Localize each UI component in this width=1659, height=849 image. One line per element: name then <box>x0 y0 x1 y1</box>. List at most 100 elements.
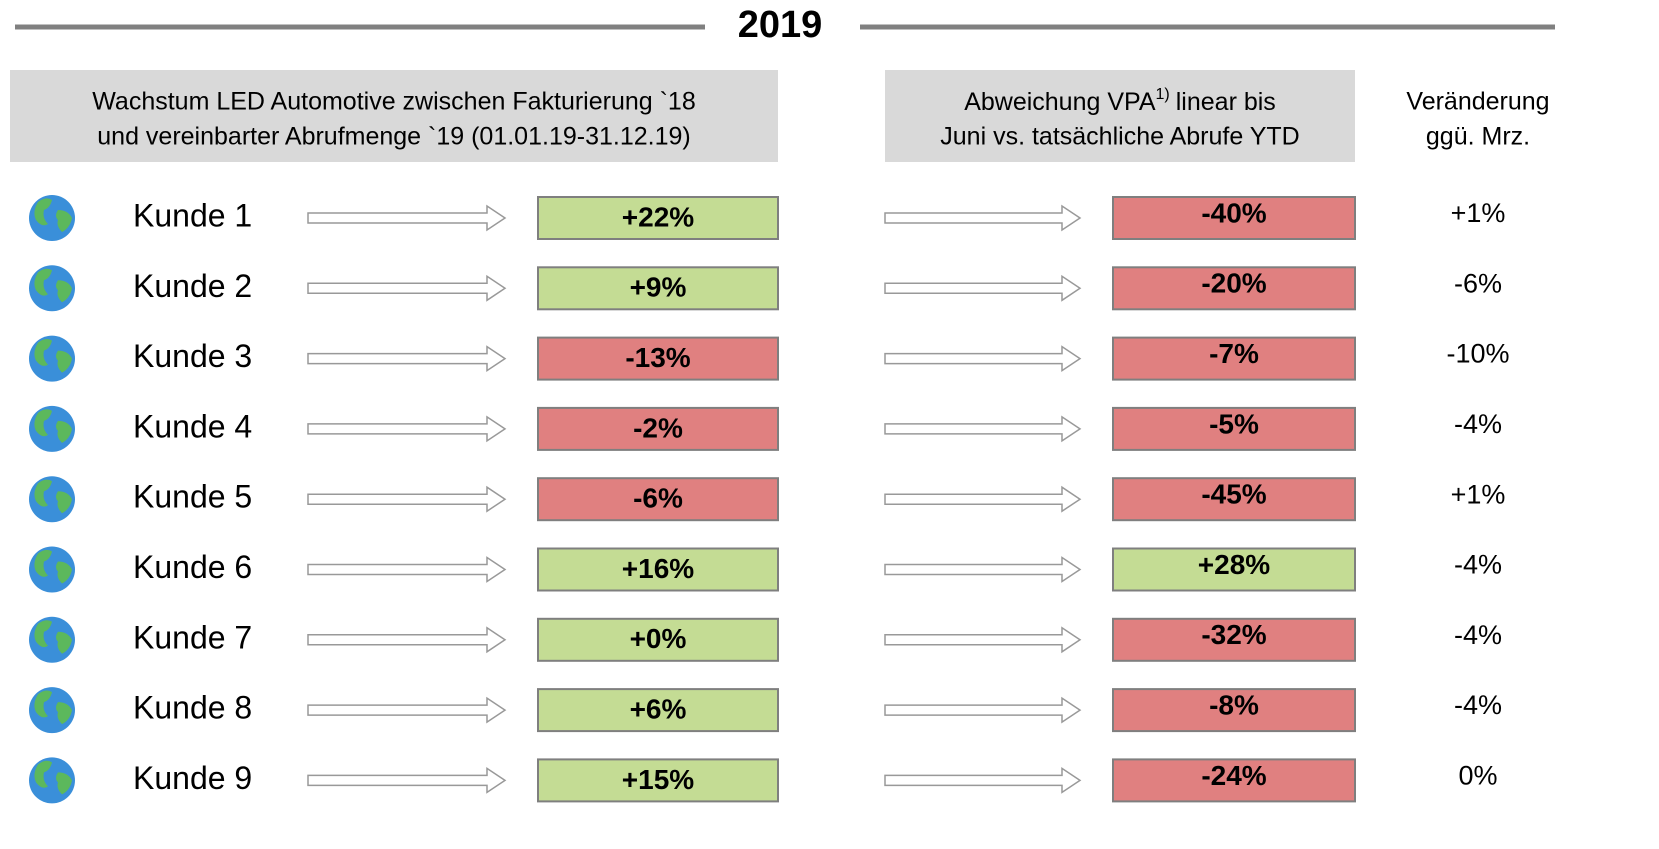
customer-name: Kunde 8 <box>133 690 252 726</box>
globe-land <box>56 631 72 654</box>
deviation-value: -7% <box>1209 338 1259 369</box>
header-text: linear bis <box>1176 88 1276 116</box>
deviation-box <box>1112 406 1356 451</box>
growth-box <box>537 477 779 522</box>
change-value: -4% <box>1454 690 1502 720</box>
globe-land <box>56 420 72 443</box>
globe-land <box>56 491 72 514</box>
globe-land <box>34 409 52 437</box>
header-box <box>10 70 778 162</box>
arrow <box>884 766 1082 794</box>
arrow <box>307 485 507 513</box>
arrow <box>307 345 507 373</box>
deviation-box <box>1112 688 1356 733</box>
globe-land <box>56 280 72 303</box>
globe-land <box>56 210 72 232</box>
growth-value: +6% <box>630 693 687 724</box>
change-value: -6% <box>1454 268 1502 298</box>
growth-box <box>537 688 779 733</box>
deviation-box <box>1112 547 1356 592</box>
arrow <box>884 204 1082 232</box>
change-value: -4% <box>1454 409 1502 439</box>
change-value: 0% <box>1458 761 1497 791</box>
customer-name: Kunde 3 <box>133 338 252 374</box>
arrow <box>307 415 507 443</box>
arrow <box>307 556 507 583</box>
change-value: +1% <box>1451 479 1506 509</box>
arrow <box>884 696 1082 724</box>
header-text: Abweichung VPA1) linear bis <box>964 86 1276 115</box>
customer-name: Kunde 2 <box>133 268 252 304</box>
change-value: -10% <box>1446 339 1509 369</box>
growth-value: +22% <box>622 201 694 232</box>
header-box <box>885 70 1355 162</box>
growth-box <box>537 617 779 662</box>
footnote: 1) <box>1156 86 1170 103</box>
deviation-value: +28% <box>1198 549 1270 580</box>
deviation-value: -32% <box>1201 619 1266 650</box>
header-text: Wachstum LED Automotive zwischen Fakturi… <box>92 88 696 116</box>
globe-land <box>34 198 52 226</box>
growth-box <box>537 406 779 451</box>
deviation-value: -20% <box>1201 268 1266 299</box>
deviation-value: -45% <box>1201 479 1266 510</box>
customer-name: Kunde 1 <box>133 197 252 233</box>
growth-box <box>537 547 779 592</box>
deviation-box <box>1112 477 1356 522</box>
deviation-box <box>1112 336 1356 381</box>
arrow <box>307 766 507 794</box>
title: 2019 <box>738 4 823 46</box>
deviation-box <box>1112 617 1356 662</box>
change-value: -4% <box>1454 550 1502 580</box>
customer-name: Kunde 6 <box>133 549 252 585</box>
globe-land <box>34 549 52 577</box>
deviation-value: -40% <box>1201 197 1266 228</box>
globe-land <box>34 690 52 718</box>
arrow <box>307 696 507 724</box>
arrow <box>884 556 1082 583</box>
growth-value: -2% <box>633 412 683 443</box>
arrow <box>884 274 1082 302</box>
growth-box <box>537 336 779 381</box>
globe-land <box>34 268 52 296</box>
header-text: Abweichung VPA <box>964 88 1156 116</box>
deviation-value: -8% <box>1209 689 1259 720</box>
globe-land <box>34 339 52 366</box>
globe-land <box>56 350 72 373</box>
growth-value: +15% <box>622 764 694 795</box>
arrow <box>884 626 1082 654</box>
customer-name: Kunde 7 <box>133 619 252 655</box>
arrow <box>307 274 507 302</box>
arrow <box>307 204 507 232</box>
customer-name: Kunde 5 <box>133 479 252 515</box>
globe-land <box>56 561 72 584</box>
growth-box <box>537 266 779 311</box>
header-text: ggü. Mrz. <box>1426 123 1530 151</box>
growth-value: +9% <box>630 272 687 303</box>
deviation-value: -24% <box>1201 760 1266 791</box>
deviation-box <box>1112 758 1356 803</box>
growth-box <box>537 196 779 240</box>
arrow <box>307 626 507 654</box>
customer-name: Kunde 9 <box>133 760 252 796</box>
header-text: Juni vs. tatsächliche Abrufe YTD <box>940 123 1299 151</box>
header-text: Veränderung <box>1406 88 1549 116</box>
change-value: +1% <box>1451 198 1506 228</box>
change-value: -4% <box>1454 620 1502 650</box>
header-text: und vereinbarter Abrufmenge `19 (01.01.1… <box>97 123 690 151</box>
customer-name: Kunde 4 <box>133 408 252 444</box>
growth-box <box>537 758 779 803</box>
growth-value: -6% <box>633 483 683 514</box>
globe-land <box>34 760 52 788</box>
globe-land <box>34 479 52 507</box>
globe-land <box>56 772 72 795</box>
deviation-box <box>1112 266 1356 311</box>
arrow <box>884 485 1082 513</box>
globe-land <box>34 620 52 648</box>
arrow <box>884 345 1082 373</box>
deviation-value: -5% <box>1209 408 1259 439</box>
growth-value: +0% <box>630 623 687 654</box>
globe-land <box>56 702 72 725</box>
arrow <box>884 415 1082 443</box>
